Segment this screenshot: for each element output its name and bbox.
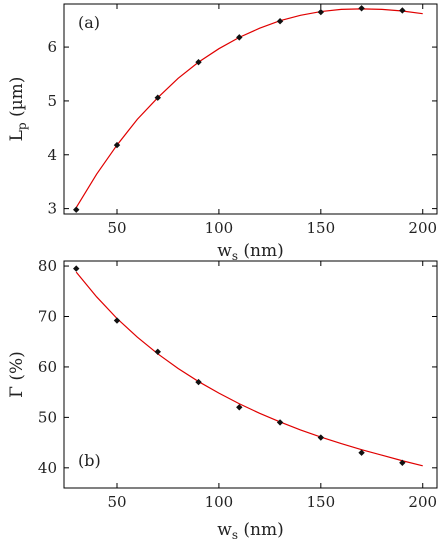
x-axis-label-b: ws (nm) [217, 520, 283, 542]
data-point-a-50 [113, 141, 121, 149]
y-tick-label-a-3: 3 [47, 200, 57, 218]
y-tick-label-b-50: 50 [38, 408, 57, 426]
plot-frame-b [63, 260, 438, 489]
y-tick-label-b-40: 40 [38, 459, 57, 477]
panel-a: 50 100 150 200 3 4 5 6 (a) ws (nm) Lp (µm) [7, 3, 438, 263]
data-point-b-110 [236, 404, 243, 411]
y-axis-label-b: Γ (%) [7, 351, 27, 398]
y-tick-label-b-60: 60 [38, 358, 57, 376]
x-tick-label-a-100: 100 [205, 219, 234, 237]
x-tick-label-b-200: 200 [408, 493, 437, 511]
x-tick-label-b-50: 50 [107, 493, 126, 511]
y-tick-label-b-70: 70 [38, 307, 57, 325]
fit-curve-layer-b [75, 271, 423, 467]
data-point-b-150 [317, 434, 325, 441]
data-point-a-70 [154, 94, 161, 101]
data-point-b-70 [154, 348, 161, 355]
x-ticks-b: 50 100 150 200 [107, 261, 437, 511]
y-tick-label-a-4: 4 [47, 146, 57, 164]
fit-curve-layer-a [75, 8, 423, 208]
data-point-a-150 [317, 8, 325, 16]
y-tick-label-a-6: 6 [47, 38, 57, 56]
y-tick-label-a-5: 5 [47, 92, 57, 110]
data-point-a-110 [236, 34, 243, 41]
x-axis-label-a: ws (nm) [217, 241, 283, 263]
data-point-b-130 [276, 419, 284, 426]
fit-curve-a [75, 8, 423, 208]
y-tick-label-b-80: 80 [38, 257, 57, 275]
data-point-a-170 [358, 5, 365, 12]
panel-label-a: (a) [78, 13, 100, 32]
data-point-a-30 [73, 206, 80, 213]
y-ticks-b: 40 50 60 70 80 [38, 257, 437, 477]
x-tick-label-a-50: 50 [107, 219, 126, 237]
data-point-b-50 [113, 317, 121, 324]
data-point-b-170 [358, 449, 365, 456]
fit-curve-b [75, 271, 423, 467]
data-point-a-90 [195, 58, 202, 66]
data-point-a-130 [276, 18, 284, 25]
x-tick-label-a-150: 150 [306, 219, 335, 237]
y-ticks-a: 3 4 5 6 [47, 38, 437, 218]
data-points-layer-b [73, 265, 406, 466]
x-tick-label-a-200: 200 [408, 219, 437, 237]
data-point-a-190 [399, 7, 406, 14]
data-point-b-30 [73, 265, 80, 272]
data-point-b-190 [399, 459, 406, 466]
y-axis-label-a: Lp (µm) [7, 77, 29, 142]
x-ticks-a: 50 100 150 200 [107, 4, 437, 237]
data-points-layer-a [73, 5, 406, 213]
data-point-b-90 [195, 378, 202, 386]
x-tick-label-b-150: 150 [306, 493, 335, 511]
panel-label-b: (b) [78, 451, 101, 470]
panel-b: 50 100 150 200 40 50 60 70 80 (b) ws (nm) Γ (%) [7, 257, 438, 542]
x-tick-label-b-100: 100 [205, 493, 234, 511]
plot-frame-a [63, 3, 438, 215]
